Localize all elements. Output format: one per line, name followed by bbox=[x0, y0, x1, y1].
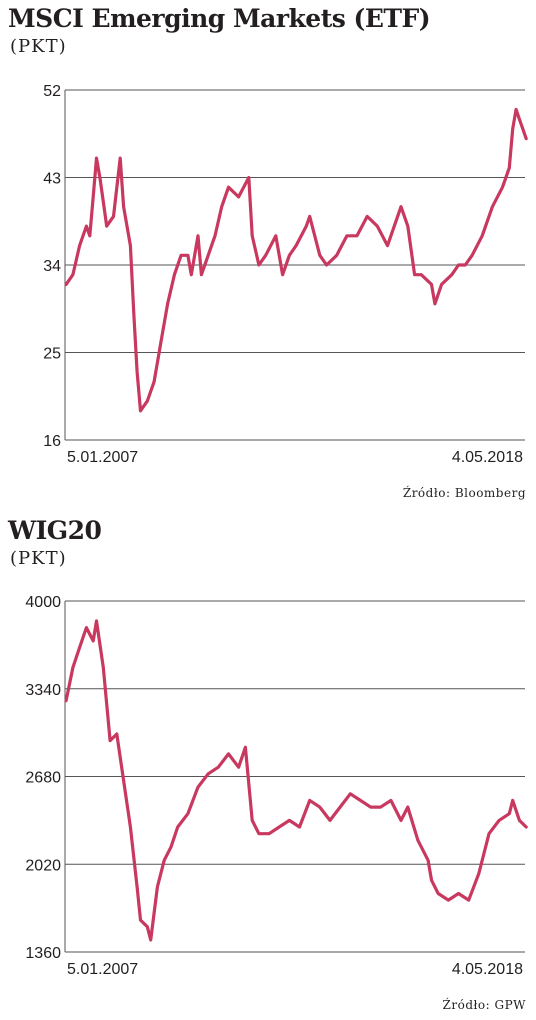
msci-ytick-label: 43 bbox=[43, 171, 61, 188]
wig20-ytick-label: 2680 bbox=[25, 770, 61, 787]
wig20-xtick-label-start: 5.01.2007 bbox=[67, 961, 138, 978]
msci-ytick-label: 25 bbox=[43, 346, 61, 363]
wig20-ytick-label: 2020 bbox=[25, 857, 61, 874]
msci-chart-title: MSCI Emerging Markets (ETF) bbox=[8, 4, 431, 33]
msci-ytick-label: 34 bbox=[43, 258, 61, 275]
msci-ytick-label: 52 bbox=[43, 83, 61, 100]
msci-xtick-label-end: 4.05.2018 bbox=[452, 449, 523, 466]
wig20-chart-title: WIG20 bbox=[8, 516, 102, 545]
msci-series-line bbox=[64, 107, 528, 413]
wig20-ytick-label: 4000 bbox=[25, 594, 61, 611]
wig20-xtick-label-end: 4.05.2018 bbox=[452, 961, 523, 978]
wig20-unit-label: (PKT) bbox=[10, 548, 67, 569]
msci-plot: 16 25 34 43 52 5.01.2007 4.05.2018 bbox=[43, 83, 528, 466]
msci-unit-label: (PKT) bbox=[10, 36, 67, 57]
wig20-ytick-label: 3340 bbox=[25, 682, 61, 699]
wig20-series-line bbox=[64, 619, 528, 942]
wig20-source-label: Źródło: GPW bbox=[442, 998, 526, 1012]
msci-ytick-label: 16 bbox=[43, 433, 61, 450]
msci-xtick-label-start: 5.01.2007 bbox=[67, 449, 138, 466]
wig20-ytick-label: 1360 bbox=[25, 945, 61, 962]
msci-source-label: Źródło: Bloomberg bbox=[402, 486, 526, 500]
